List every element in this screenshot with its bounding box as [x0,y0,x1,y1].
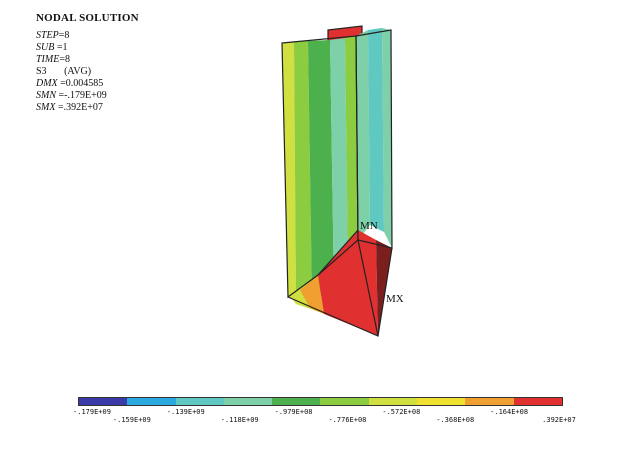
info-key: SMN [36,90,56,101]
info-value: =.392E+07 [55,102,103,113]
info-key: SMX [36,102,56,113]
legend-swatch [272,398,321,405]
right-panel [356,28,392,248]
info-key: SUB [36,42,55,53]
color-legend: -.179E+09 -.159E+09 -.139E+09 -.118E+09 -.97… [73,397,576,429]
legend-swatch [223,398,273,405]
info-line: SMX =.392E+07 [36,102,139,114]
plot-title: NODAL SOLUTION [36,12,139,24]
info-key: S3 [36,66,47,77]
left-panel [282,36,358,300]
legend-label: .392E+07 [542,416,576,424]
max-marker: MX [386,293,404,305]
legend-swatch [368,398,418,405]
info-line: S3 (AVG) [36,66,139,78]
legend-label: -.139E+09 [166,408,205,416]
legend-swatch [175,398,224,405]
legend-label: -.979E+08 [274,408,313,416]
legend-swatch [127,398,176,405]
solution-info: NODAL SOLUTION STEP=8 SUB =1 TIME=8 S3 (AVG… [36,12,139,114]
solution-parameters: STEP=8 SUB =1 TIME=8 S3 (AVG) DMX =0.004585 S… [36,30,139,114]
legend-swatch [465,398,514,405]
info-key: DMX [36,78,58,89]
info-line: TIME=8 [36,54,139,66]
model-edges [281,29,393,337]
min-marker: MN [360,220,378,232]
info-value: =0.004585 [57,78,104,89]
legend-label: -.368E+08 [436,416,475,424]
legend-label: -.118E+09 [220,416,259,424]
info-line: DMX =0.004585 [36,78,139,90]
legend-swatch [417,398,466,405]
legend-swatch [320,398,369,405]
info-key: TIME [36,54,60,65]
legend-label: -.776E+08 [328,416,367,424]
info-line: STEP=8 [36,30,139,42]
bottom-wedge [290,230,392,336]
info-value: (AVG) [46,66,92,77]
info-value: =1 [54,42,68,53]
legend-label: -.164E+08 [490,408,529,416]
legend-label: -.572E+08 [382,408,421,416]
info-value: =-.179E+09 [56,90,107,101]
info-line: SUB =1 [36,42,139,54]
legend-label: -.179E+09 [73,408,111,416]
info-key: STEP [36,30,59,41]
info-value: =8 [59,54,70,65]
info-value: =8 [58,30,70,41]
legend-label: -.159E+09 [112,416,151,424]
legend-color-bar [78,397,563,406]
legend-swatch [513,398,562,405]
legend-swatch [79,398,128,405]
info-line: SMN =-.179E+09 [36,90,139,102]
